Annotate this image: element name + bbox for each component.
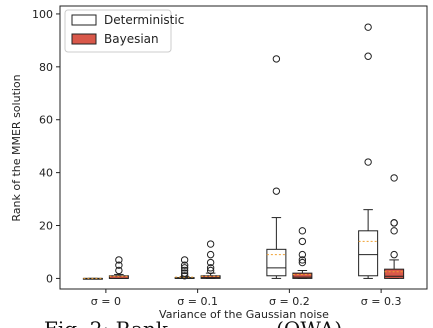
bayesian-outlier-point [298,237,307,246]
bayesian-outlier-point [206,266,215,275]
deterministic-outlier-point [272,187,281,195]
legend: Deterministic Bayesian [64,9,184,53]
deterministic-outlier-point [364,52,372,60]
y-tick-label: 40 [39,167,53,180]
bayesian-outlier-point [115,256,123,264]
deterministic-outlier-point [180,272,189,280]
deterministic-box [266,248,287,277]
x-ticks: σ = 0 σ = 0.1 σ = 0.2 σ = 0.3 [91,289,402,308]
legend-swatch-bayesian [71,33,97,45]
plot-frame [59,5,428,290]
y-ticks: 0 20 40 60 80 100 [32,8,60,285]
bayesian-outlier-point [298,256,307,264]
bayesian-box [200,275,221,279]
deterministic-outlier-point [180,256,189,264]
deterministic-outlier-point [180,269,189,277]
bayesian-outlier-point [206,264,215,272]
bayesian-outlier-point [298,250,307,259]
bayesian-outlier-point [390,219,398,227]
x-tick-label: σ = 0 [91,295,121,308]
bayesian-outlier-point [390,174,398,182]
deterministic-outlier-point [364,23,372,31]
deterministic-outlier-point [180,264,189,272]
bayesian-outlier-point [115,266,123,275]
y-axis-label: Rank of the MMER solution [10,74,23,221]
legend-label-bayesian: Bayesian [104,32,159,46]
deterministic-outlier-point [364,158,372,166]
bayesian-box [384,268,405,279]
deterministic-box [358,230,379,277]
deterministic-outlier-point [180,261,189,269]
legend-label-deterministic: Deterministic [104,13,184,27]
bayesian-outlier-point [390,250,398,259]
y-tick-label: 100 [32,8,53,21]
bayesian-outlier-point [390,227,398,235]
box-series [82,23,405,280]
bayesian-outlier-point [206,258,215,267]
bayesian-outlier-point [298,258,307,267]
x-tick-label: σ = 0.3 [361,295,402,308]
x-tick-label: σ = 0.1 [177,295,218,308]
y-tick-label: 20 [39,220,53,233]
bayesian-outlier-point [298,227,307,235]
deterministic-outlier-point [180,266,189,275]
y-tick-label: 80 [39,61,53,74]
x-tick-label: σ = 0.2 [269,295,310,308]
bayesian-outlier-point [115,261,123,269]
deterministic-outlier-point [272,55,281,63]
y-tick-label: 0 [46,272,53,285]
bayesian-outlier-point [206,240,215,248]
legend-swatch-deterministic [71,14,97,26]
figure-caption: Fig. 2: Rank ··· ··· ··· ··· (QWA) [44,317,342,328]
x-axis-label: Variance of the Gaussian noise [159,308,329,321]
bayesian-outlier-point [206,250,215,259]
bayesian-box [292,272,313,279]
y-tick-label: 60 [39,114,53,127]
